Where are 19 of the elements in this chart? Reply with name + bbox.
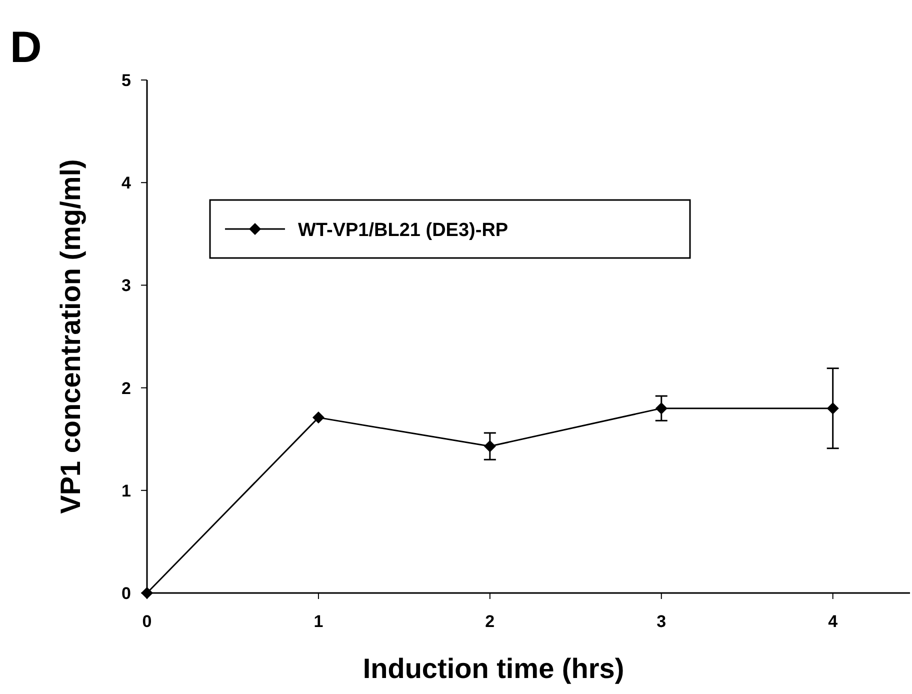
point (312, 412, 324, 424)
x-axis-title: Induction time (hrs) (362, 653, 624, 684)
x-tick-label: 2 (485, 612, 495, 631)
x-tick-label: 3 (656, 612, 666, 631)
point (655, 402, 668, 414)
point (484, 440, 496, 452)
x-tick-label: 1 (314, 612, 324, 631)
text: D (10, 23, 42, 72)
x-tick-label: 0 (142, 612, 152, 631)
legend-label: WT-VP1/BL21 (DE3)-RP (298, 220, 508, 241)
y-tick-label: 1 (122, 481, 131, 500)
point (826, 402, 839, 414)
y-axis-title: VP1 concentration (mg/ml) (55, 159, 86, 514)
y-tick-label: 2 (122, 378, 131, 398)
y-tick-label: 3 (122, 276, 131, 296)
x-tick-label: 4 (828, 612, 838, 631)
y-tick-label: 4 (122, 174, 132, 193)
y-tick-label: 5 (122, 71, 131, 90)
y-tick-label: 0 (122, 584, 131, 603)
